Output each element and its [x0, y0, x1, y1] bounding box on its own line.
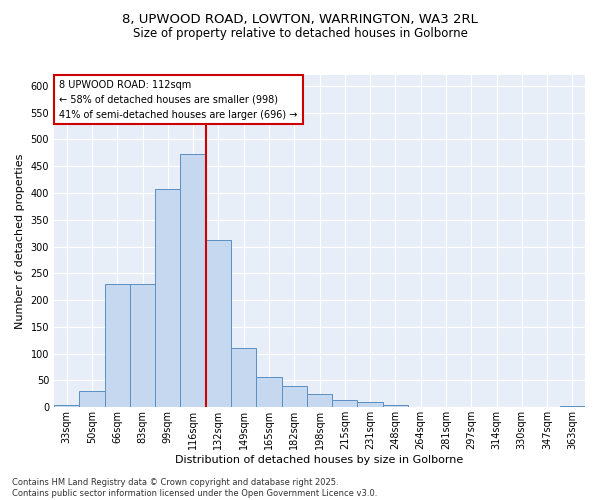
- Bar: [206, 240, 231, 408]
- Bar: [79, 391, 104, 407]
- Text: 8, UPWOOD ROAD, LOWTON, WARRINGTON, WA3 2RL: 8, UPWOOD ROAD, LOWTON, WARRINGTON, WA3 …: [122, 12, 478, 26]
- Bar: [256, 376, 281, 408]
- Bar: [104, 284, 130, 408]
- Bar: [231, 348, 256, 408]
- X-axis label: Distribution of detached houses by size in Golborne: Distribution of detached houses by size …: [175, 455, 464, 465]
- Bar: [130, 284, 155, 408]
- Bar: [560, 406, 585, 407]
- Bar: [155, 189, 181, 408]
- Bar: [54, 404, 79, 407]
- Text: Contains HM Land Registry data © Crown copyright and database right 2025.
Contai: Contains HM Land Registry data © Crown c…: [12, 478, 377, 498]
- Bar: [181, 154, 206, 408]
- Text: Size of property relative to detached houses in Golborne: Size of property relative to detached ho…: [133, 28, 467, 40]
- Bar: [281, 386, 307, 407]
- Bar: [358, 402, 383, 407]
- Bar: [307, 394, 332, 407]
- Bar: [383, 404, 408, 407]
- Text: 8 UPWOOD ROAD: 112sqm
← 58% of detached houses are smaller (998)
41% of semi-det: 8 UPWOOD ROAD: 112sqm ← 58% of detached …: [59, 80, 298, 120]
- Bar: [332, 400, 358, 407]
- Y-axis label: Number of detached properties: Number of detached properties: [15, 154, 25, 329]
